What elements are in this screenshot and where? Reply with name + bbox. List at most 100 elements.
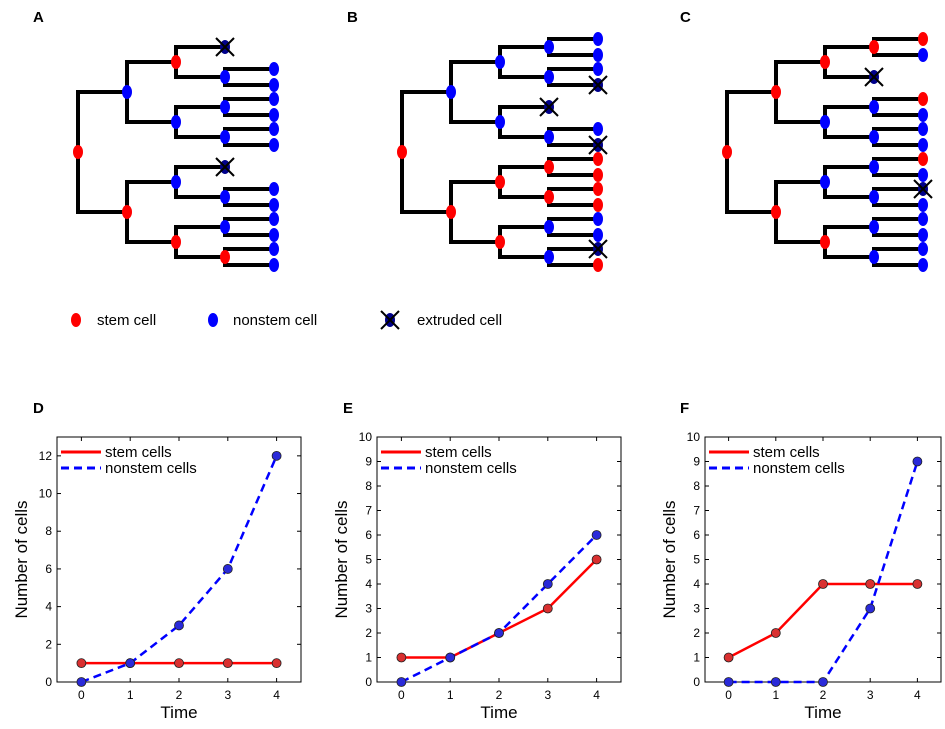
tree-branch xyxy=(874,219,923,235)
stem-cells-point xyxy=(866,580,875,589)
tree-node-gen1 xyxy=(446,205,456,219)
tree-leaf-node xyxy=(918,138,928,152)
x-tick-label: 3 xyxy=(867,688,874,702)
y-tick-label: 7 xyxy=(693,504,700,518)
tree-branch xyxy=(402,92,451,212)
y-tick-label: 3 xyxy=(365,602,372,616)
tree-branch xyxy=(225,249,274,265)
x-tick-label: 4 xyxy=(914,688,921,702)
stem-cells-point xyxy=(272,659,281,668)
tree-node-gen3 xyxy=(220,250,230,264)
x-tick-label: 1 xyxy=(127,688,134,702)
stem-cells-point xyxy=(771,629,780,638)
nonstem-cells-point xyxy=(77,678,86,687)
nonstem-cells-series-line xyxy=(81,456,276,682)
nonstem-cells-point xyxy=(495,629,504,638)
tree-leaf-node xyxy=(269,198,279,212)
tree-branch xyxy=(874,249,923,265)
y-tick-label: 0 xyxy=(45,675,52,689)
nonstem-cells-point xyxy=(126,659,135,668)
tree-branch xyxy=(127,62,176,122)
tree-branch xyxy=(225,129,274,145)
tree-leaf-node xyxy=(269,182,279,196)
tree-node-gen3 xyxy=(544,160,554,174)
tree-branch xyxy=(176,167,225,197)
tree-node-gen3 xyxy=(544,40,554,54)
tree-branch xyxy=(549,159,598,175)
tree-root-node xyxy=(397,145,407,159)
lineage-tree-a xyxy=(73,38,279,272)
tree-branch xyxy=(451,182,500,242)
tree-node-gen3 xyxy=(869,220,879,234)
tree-root-node xyxy=(73,145,83,159)
chart-f: 0 1 2 3 4 5 6 7 8 9 10 0 1 2 3 4 Time Number of cells stem… xyxy=(660,430,941,722)
x-tick-label: 2 xyxy=(496,688,503,702)
nonstem-cells-point xyxy=(175,621,184,630)
y-tick-label: 9 xyxy=(365,455,372,469)
tree-node-gen1 xyxy=(446,85,456,99)
y-tick-label: 6 xyxy=(45,562,52,576)
stem-cells-series-line xyxy=(729,584,918,658)
tree-node-gen2 xyxy=(171,115,181,129)
tree-branch xyxy=(451,62,500,122)
legend-nonstem-label: nonstem cells xyxy=(105,460,197,477)
y-tick-label: 5 xyxy=(693,553,700,567)
tree-node-gen3 xyxy=(869,130,879,144)
tree-branch xyxy=(874,159,923,175)
stem-cells-point xyxy=(819,580,828,589)
y-tick-label: 3 xyxy=(693,602,700,616)
x-tick-label: 0 xyxy=(725,688,732,702)
stem-cells-point xyxy=(77,659,86,668)
tree-leaf-node xyxy=(593,62,603,76)
y-tick-label: 6 xyxy=(693,528,700,542)
y-tick-label: 8 xyxy=(45,524,52,538)
y-tick-label: 9 xyxy=(693,455,700,469)
tree-leaf-node xyxy=(269,78,279,92)
tree-node-gen3 xyxy=(544,250,554,264)
y-tick-label: 0 xyxy=(365,675,372,689)
chart-e: 0123456789100 1 2 3 4TimeNumber of cellsstem… xyxy=(332,430,621,722)
tree-node-gen2 xyxy=(171,235,181,249)
tree-node-gen2 xyxy=(820,55,830,69)
tree-branch xyxy=(874,129,923,145)
y-tick-label: 8 xyxy=(693,479,700,493)
tree-leaf-node xyxy=(269,212,279,226)
tree-branch xyxy=(225,69,274,85)
tree-leaf-node xyxy=(918,242,928,256)
tree-branch xyxy=(176,227,225,257)
panel-label-e: E xyxy=(343,400,353,417)
tree-node-gen2 xyxy=(820,115,830,129)
tree-leaf-node xyxy=(269,122,279,136)
y-tick-label: 10 xyxy=(39,487,53,501)
x-tick-label: 4 xyxy=(593,688,600,702)
stem-cells-point xyxy=(592,555,601,564)
tree-node-gen3 xyxy=(869,160,879,174)
x-axis-label: Time xyxy=(160,703,197,722)
tree-branch xyxy=(874,39,923,55)
tree-branch xyxy=(874,99,923,115)
stem-cell-legend-label: stem cell xyxy=(97,312,156,329)
extruded-cell-legend-marker xyxy=(381,311,399,329)
tree-leaf-node xyxy=(593,212,603,226)
tree-branch xyxy=(78,92,127,212)
tree-node-gen3 xyxy=(544,220,554,234)
tree-leaf-node xyxy=(269,108,279,122)
tree-branch xyxy=(727,92,776,212)
stem-cells-point xyxy=(175,659,184,668)
nonstem-cells-point xyxy=(771,678,780,687)
x-tick-label: 4 xyxy=(273,688,280,702)
y-tick-label: 10 xyxy=(359,430,373,444)
tree-leaf-node xyxy=(269,138,279,152)
tree-leaf-node xyxy=(269,62,279,76)
tree-leaf-node xyxy=(918,168,928,182)
tree-leaf-node xyxy=(269,258,279,272)
tree-branch xyxy=(500,167,549,197)
tree-node-gen3 xyxy=(869,190,879,204)
tree-node-gen2 xyxy=(820,175,830,189)
x-tick-label: 2 xyxy=(176,688,183,702)
nonstem-cells-point xyxy=(223,564,232,573)
tree-leaf-node xyxy=(918,108,928,122)
tree-branch xyxy=(825,227,874,257)
y-tick-label: 8 xyxy=(365,479,372,493)
tree-branch xyxy=(500,107,549,137)
